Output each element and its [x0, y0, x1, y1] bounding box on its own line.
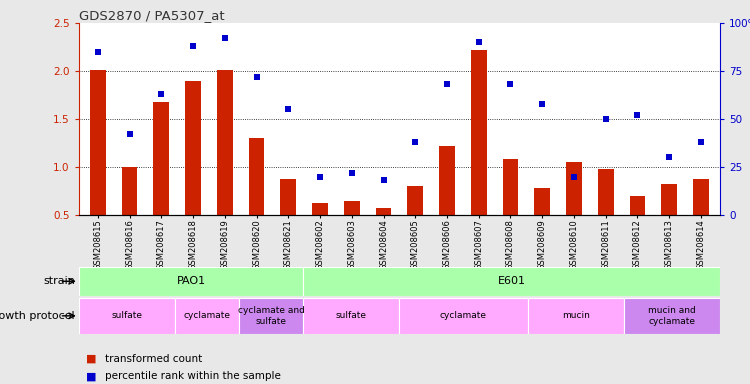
- Bar: [503, 159, 518, 215]
- Bar: [312, 203, 328, 215]
- Bar: [407, 186, 423, 215]
- Bar: [303, 267, 720, 296]
- Text: mucin and
cyclamate: mucin and cyclamate: [648, 306, 696, 326]
- Bar: [439, 146, 455, 215]
- Text: E601: E601: [497, 276, 526, 286]
- Bar: [90, 70, 106, 215]
- Bar: [399, 298, 528, 334]
- Bar: [175, 298, 239, 334]
- Bar: [239, 298, 303, 334]
- Text: cyclamate: cyclamate: [184, 311, 230, 320]
- Bar: [566, 162, 582, 215]
- Text: sulfate: sulfate: [111, 311, 142, 320]
- Bar: [598, 169, 613, 215]
- Bar: [217, 70, 232, 215]
- Text: PAO1: PAO1: [176, 276, 206, 286]
- Bar: [528, 298, 624, 334]
- Bar: [79, 298, 175, 334]
- Bar: [122, 167, 137, 215]
- Bar: [376, 208, 392, 215]
- Bar: [693, 179, 709, 215]
- Bar: [185, 81, 201, 215]
- Text: GDS2870 / PA5307_at: GDS2870 / PA5307_at: [79, 9, 224, 22]
- Bar: [534, 188, 550, 215]
- Text: ■: ■: [86, 354, 97, 364]
- Text: mucin: mucin: [562, 311, 590, 320]
- Text: cyclamate and
sulfate: cyclamate and sulfate: [238, 306, 304, 326]
- Text: strain: strain: [43, 276, 75, 286]
- Bar: [280, 179, 296, 215]
- Bar: [344, 200, 360, 215]
- Text: transformed count: transformed count: [105, 354, 202, 364]
- Bar: [624, 298, 720, 334]
- Text: cyclamate: cyclamate: [440, 311, 487, 320]
- Bar: [153, 102, 170, 215]
- Bar: [629, 196, 646, 215]
- Text: growth protocol: growth protocol: [0, 311, 75, 321]
- Text: ■: ■: [86, 371, 97, 381]
- Text: percentile rank within the sample: percentile rank within the sample: [105, 371, 280, 381]
- Bar: [662, 184, 677, 215]
- Bar: [79, 267, 303, 296]
- Bar: [471, 50, 487, 215]
- Bar: [303, 298, 399, 334]
- Bar: [248, 138, 265, 215]
- Text: sulfate: sulfate: [336, 311, 367, 320]
